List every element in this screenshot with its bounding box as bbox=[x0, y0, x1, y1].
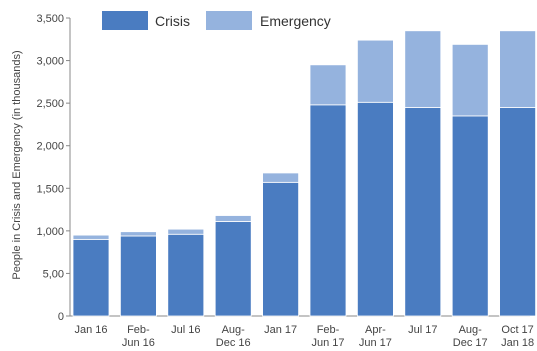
y-tick-label: 3,500 bbox=[36, 13, 64, 25]
bar-emergency bbox=[167, 228, 205, 235]
x-tick-label: Aug- bbox=[222, 324, 246, 336]
x-tick-label: Feb- bbox=[127, 324, 150, 336]
x-tick-label: Jan 18 bbox=[501, 337, 534, 349]
bar-emergency bbox=[262, 172, 300, 183]
y-tick-label: 2,000 bbox=[36, 141, 64, 153]
legend-label-crisis: Crisis bbox=[155, 13, 190, 29]
x-tick-label: Jan 17 bbox=[264, 324, 297, 336]
y-tick-label: 2,500 bbox=[36, 98, 64, 110]
x-tick-label: Jan 16 bbox=[74, 324, 107, 336]
bar-emergency bbox=[451, 43, 489, 117]
bar-emergency bbox=[214, 215, 252, 222]
legend: Crisis Emergency bbox=[102, 11, 331, 30]
bar-emergency bbox=[404, 30, 442, 108]
y-tick-label: 5,00 bbox=[43, 268, 64, 280]
bar-emergency bbox=[309, 64, 347, 106]
bar-crisis bbox=[262, 181, 300, 317]
y-tick-label: 1,500 bbox=[36, 183, 64, 195]
x-tick-label: Dec 16 bbox=[216, 337, 251, 349]
bar-crisis bbox=[404, 107, 442, 317]
x-tick-label: Jun 16 bbox=[122, 337, 155, 349]
bar-crisis bbox=[72, 238, 110, 317]
bar-crisis bbox=[451, 115, 489, 317]
x-tick-label: Apr- bbox=[365, 324, 386, 336]
bar-emergency bbox=[356, 39, 394, 103]
x-tick-label: Dec 17 bbox=[453, 337, 488, 349]
bars bbox=[72, 30, 537, 317]
x-tick-label: Jun 17 bbox=[359, 337, 392, 349]
y-tick-label: 0 bbox=[58, 311, 64, 323]
legend-swatch-crisis bbox=[102, 11, 148, 30]
y-tick-label: 1,000 bbox=[36, 226, 64, 238]
bar-crisis bbox=[120, 235, 157, 317]
bar-crisis bbox=[214, 221, 252, 317]
bar-emergency bbox=[120, 231, 157, 237]
bar-crisis bbox=[167, 233, 205, 317]
y-ticks: 0 5,00 1,000 1,500 2,000 2,500 3,000 3,500 bbox=[36, 13, 70, 323]
legend-label-emergency: Emergency bbox=[260, 13, 331, 29]
bar-emergency bbox=[499, 30, 537, 108]
x-tick-label: Oct 17 bbox=[501, 324, 533, 336]
x-tick-label: Feb- bbox=[317, 324, 340, 336]
x-tick-label: Jul 16 bbox=[171, 324, 200, 336]
bar-emergency bbox=[72, 234, 110, 240]
x-tick-label: Jul 17 bbox=[408, 324, 437, 336]
x-tick-label: Aug- bbox=[459, 324, 483, 336]
bar-crisis bbox=[309, 104, 347, 317]
y-tick-label: 3,000 bbox=[36, 56, 64, 68]
y-axis-label: People in Crisis and Emergency (in thous… bbox=[11, 50, 23, 279]
bar-crisis bbox=[499, 107, 537, 317]
bar-crisis bbox=[356, 101, 394, 317]
legend-swatch-emergency bbox=[206, 11, 252, 30]
x-tick-label: Jun 17 bbox=[311, 337, 344, 349]
